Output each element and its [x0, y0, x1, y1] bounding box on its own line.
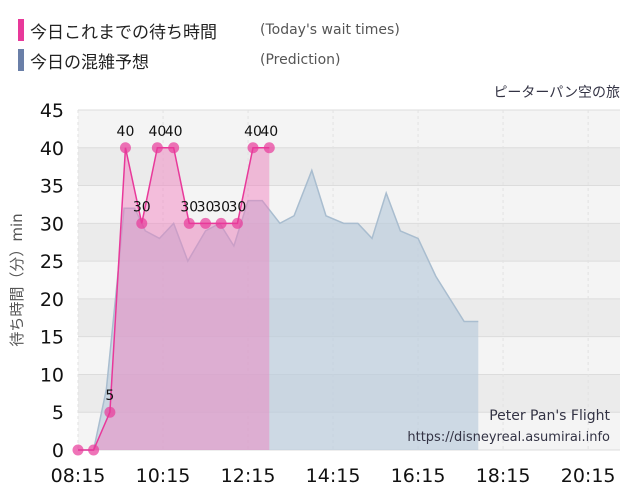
today-point [104, 406, 116, 418]
grid-band [78, 147, 620, 186]
legend-label-prediction-en: (Prediction) [260, 52, 341, 68]
today-data-label: 30 [133, 199, 151, 215]
legend-label-today-en: (Today's wait times) [260, 22, 400, 38]
prediction-line [78, 168, 479, 451]
x-tick-label: 18:15 [476, 465, 531, 487]
y-tick-label: 15 [40, 327, 64, 349]
x-tick-label: 20:15 [561, 465, 616, 487]
x-tick-label: 12:15 [221, 465, 276, 487]
x-tick-label: 14:15 [306, 465, 361, 487]
today-data-label: 5 [105, 388, 114, 404]
today-point [183, 217, 195, 229]
y-axis-label: 待ち時間（分）min [8, 213, 26, 346]
today-data-label: 30 [228, 199, 246, 215]
y-tick-label: 0 [52, 440, 64, 462]
x-tick-label: 16:15 [391, 465, 446, 487]
y-tick-label: 40 [40, 138, 64, 160]
today-data-label: 40 [244, 124, 262, 140]
legend-label-today-jp: 今日これまでの待ち時間 [30, 22, 217, 43]
legend-item-prediction: 今日の混雑予想 (Prediction) [18, 48, 340, 73]
today-point [215, 217, 227, 229]
today-point [231, 217, 243, 229]
today-data-label: 40 [165, 124, 183, 140]
legend-label-prediction-jp: 今日の混雑予想 [30, 52, 149, 73]
prediction-area [78, 170, 479, 450]
y-tick-label: 20 [40, 289, 64, 311]
today-data-label: 30 [197, 199, 215, 215]
today-data-label: 30 [180, 199, 198, 215]
today-point [168, 142, 180, 154]
today-point [200, 217, 212, 229]
y-tick-label: 35 [40, 176, 64, 198]
today-point [72, 444, 84, 456]
today-point [151, 142, 163, 154]
legend-swatch-today [18, 19, 24, 41]
today-data-label: 40 [260, 124, 278, 140]
today-data-label: 40 [117, 124, 135, 140]
y-tick-label: 10 [40, 364, 64, 386]
today-point [263, 142, 275, 154]
prediction-series [78, 168, 479, 451]
today-data-label: 40 [148, 124, 166, 140]
y-tick-label: 30 [40, 213, 64, 235]
attraction-name-en: Peter Pan's Flight [489, 408, 610, 424]
today-point [88, 444, 100, 456]
y-tick-label: 5 [52, 402, 64, 424]
today-point [247, 142, 259, 154]
y-tick-label: 45 [40, 100, 64, 122]
today-point [119, 142, 131, 154]
attraction-name-jp: ピーターパン空の旅 [493, 85, 620, 101]
today-point [136, 217, 148, 229]
y-tick-label: 25 [40, 251, 64, 273]
x-tick-label: 10:15 [136, 465, 191, 487]
legend-item-today: 今日これまでの待ち時間 (Today's wait times) [18, 18, 400, 43]
axes: 0 5 10 15 20 25 30 35 40 45 08:15 10:15 12:15 14:15 16… [40, 100, 616, 487]
legend-swatch-prediction [18, 49, 24, 71]
source-url: https://disneyreal.asumirai.info [407, 430, 610, 445]
today-data-label: 30 [212, 199, 230, 215]
x-tick-label: 08:15 [51, 465, 106, 487]
